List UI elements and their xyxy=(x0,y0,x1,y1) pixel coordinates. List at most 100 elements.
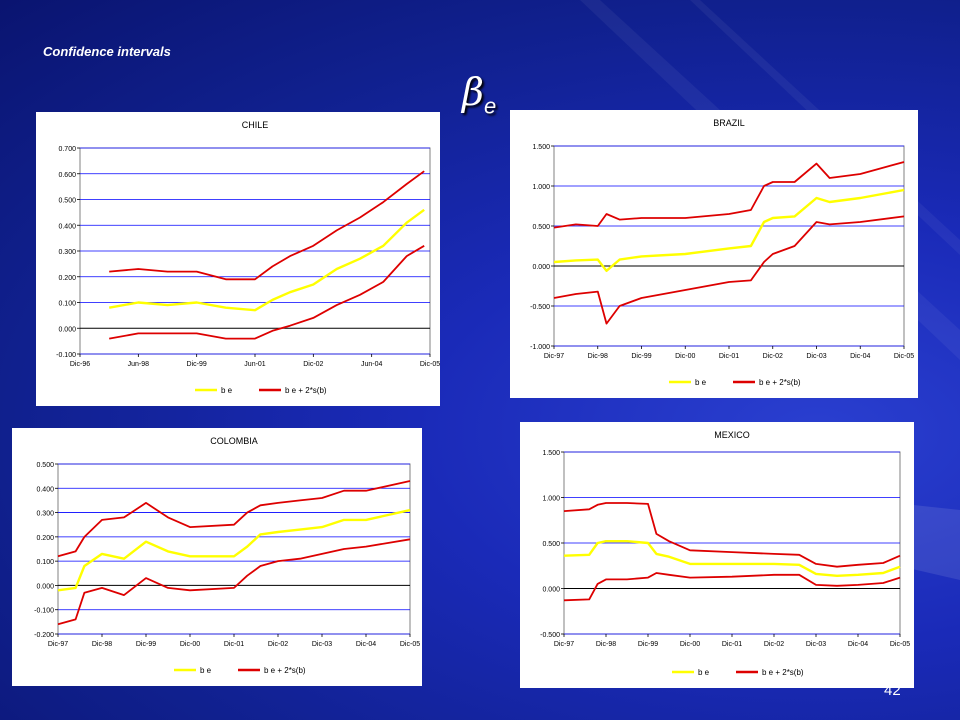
legend-label-be: b e xyxy=(200,666,212,675)
x-tick-label: Dic-03 xyxy=(312,641,332,648)
x-tick-label: Dic-97 xyxy=(554,641,574,648)
slide-heading: Confidence intervals xyxy=(43,44,171,59)
x-tick-label: Dic-99 xyxy=(187,361,207,368)
legend-label-band: b e + 2*s(b) xyxy=(759,378,801,387)
x-tick-label: Dic-99 xyxy=(136,641,156,648)
y-tick-label: 0.300 xyxy=(36,511,54,518)
series-line-center xyxy=(553,188,905,273)
y-tick-label: 0.200 xyxy=(58,275,76,282)
y-tick-label: 0.200 xyxy=(36,535,54,542)
y-tick-label: 1.500 xyxy=(532,144,550,151)
x-tick-label: Dic-97 xyxy=(544,353,564,360)
y-tick-label: 0.100 xyxy=(36,559,54,566)
x-tick-label: Dic-05 xyxy=(890,641,910,648)
x-tick-label: Dic-97 xyxy=(48,641,68,648)
x-tick-label: Dic-98 xyxy=(92,641,112,648)
x-tick-label: Dic-05 xyxy=(420,361,440,368)
x-tick-label: Jun-01 xyxy=(244,361,266,368)
beta-subscript: e xyxy=(483,93,497,119)
chart-title: COLOMBIA xyxy=(210,436,258,446)
x-tick-label: Dic-00 xyxy=(180,641,200,648)
chart-chile-svg: CHILE -0.100 0.000 0.100 0.200 0.300 0.400 0.50… xyxy=(36,112,440,406)
y-tick-label: 0.000 xyxy=(542,587,560,594)
y-tick-label: 0.300 xyxy=(58,249,76,256)
x-tick-label: Jun-04 xyxy=(361,361,383,368)
y-tick-label: 0.500 xyxy=(36,462,54,469)
chart-mexico: MEXICO -0.500 0.000 0.500 1.000 1.500 Dic-97 Di… xyxy=(520,422,914,688)
y-tick-label: -0.200 xyxy=(34,632,54,639)
x-tick-label: Jun-98 xyxy=(128,361,150,368)
series-line-center xyxy=(108,208,425,312)
y-tick-label: 1.500 xyxy=(542,450,560,457)
series-line-center xyxy=(563,539,901,578)
series-line-upper xyxy=(109,170,425,281)
series-line-upper xyxy=(563,502,901,568)
x-tick-label: Dic-04 xyxy=(850,353,870,360)
y-tick-label: 0.100 xyxy=(58,301,76,308)
y-tick-label: -1.000 xyxy=(530,344,550,351)
y-tick-label: 0.000 xyxy=(532,264,550,271)
series-line-center xyxy=(57,508,411,592)
legend-label-band: b e + 2*s(b) xyxy=(762,668,804,677)
x-tick-label: Dic-98 xyxy=(596,641,616,648)
chart-mexico-svg: MEXICO -0.500 0.000 0.500 1.000 1.500 Dic-97 Di… xyxy=(520,422,914,688)
x-tick-label: Dic-04 xyxy=(356,641,376,648)
chart-title: MEXICO xyxy=(714,430,750,440)
y-tick-label: 1.000 xyxy=(532,184,550,191)
plot-area xyxy=(57,463,411,635)
series-line-upper xyxy=(57,480,411,558)
chart-brazil-svg: BRAZIL -1.000 -0.500 0.000 0.500 1.000 1.500 Di… xyxy=(510,110,918,398)
x-tick-label: Dic-96 xyxy=(70,361,90,368)
beta-e-symbol: βe xyxy=(462,72,496,127)
y-tick-label: 0.500 xyxy=(542,541,560,548)
x-tick-label: Dic-03 xyxy=(806,641,826,648)
y-tick-label: 0.000 xyxy=(58,326,76,333)
x-tick-label: Dic-00 xyxy=(675,353,695,360)
chart-title: CHILE xyxy=(242,120,269,130)
beta-symbol: β xyxy=(462,70,484,114)
x-tick-label: Dic-01 xyxy=(719,353,739,360)
series-line-lower xyxy=(563,572,901,602)
series-line-lower xyxy=(57,538,411,626)
series-line-lower xyxy=(109,245,425,340)
x-tick-label: Dic-05 xyxy=(894,353,914,360)
x-tick-label: Dic-99 xyxy=(638,641,658,648)
y-tick-label: 0.600 xyxy=(58,172,76,179)
chart-colombia-svg: COLOMBIA -0.200 -0.100 0.000 0.100 0.200 0.300… xyxy=(12,428,422,686)
y-tick-label: 0.000 xyxy=(36,583,54,590)
plot-area xyxy=(553,145,905,347)
y-tick-label: -0.100 xyxy=(56,352,76,359)
series-line-upper xyxy=(553,161,905,229)
chart-title: BRAZIL xyxy=(713,118,745,128)
x-tick-label: Dic-98 xyxy=(588,353,608,360)
chart-brazil: BRAZIL -1.000 -0.500 0.000 0.500 1.000 1.500 Di… xyxy=(510,110,918,398)
legend-label-band: b e + 2*s(b) xyxy=(285,386,327,395)
y-tick-label: 0.700 xyxy=(58,146,76,153)
legend-label-be: b e xyxy=(221,386,233,395)
x-tick-label: Dic-00 xyxy=(680,641,700,648)
x-tick-label: Dic-02 xyxy=(764,641,784,648)
x-tick-label: Dic-02 xyxy=(268,641,288,648)
x-tick-label: Dic-99 xyxy=(631,353,651,360)
y-tick-label: 0.500 xyxy=(532,224,550,231)
y-tick-label: 0.400 xyxy=(36,486,54,493)
y-tick-label: 0.400 xyxy=(58,223,76,230)
chart-colombia: COLOMBIA -0.200 -0.100 0.000 0.100 0.200 0.300… xyxy=(12,428,422,686)
legend-label-be: b e xyxy=(698,668,710,677)
x-tick-label: Dic-03 xyxy=(806,353,826,360)
y-tick-label: -0.500 xyxy=(540,632,560,639)
x-tick-label: Dic-04 xyxy=(848,641,868,648)
legend-label-band: b e + 2*s(b) xyxy=(264,666,306,675)
x-tick-label: Dic-01 xyxy=(224,641,244,648)
x-tick-label: Dic-02 xyxy=(303,361,323,368)
x-tick-label: Dic-02 xyxy=(763,353,783,360)
y-tick-label: -0.500 xyxy=(530,304,550,311)
legend-label-be: b e xyxy=(695,378,707,387)
series-line-lower xyxy=(553,215,905,325)
y-tick-label: -0.100 xyxy=(34,608,54,615)
x-tick-label: Dic-01 xyxy=(722,641,742,648)
x-tick-label: Dic-05 xyxy=(400,641,420,648)
y-tick-label: 0.500 xyxy=(58,198,76,205)
chart-chile: CHILE -0.100 0.000 0.100 0.200 0.300 0.400 0.50… xyxy=(36,112,440,406)
y-tick-label: 1.000 xyxy=(542,496,560,503)
